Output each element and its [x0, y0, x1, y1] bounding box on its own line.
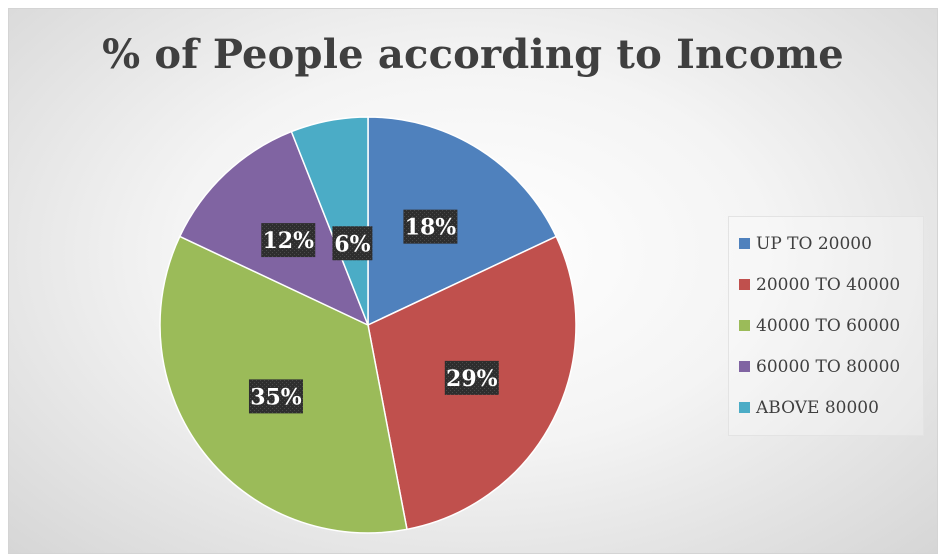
- legend-item-60000-to-80000: 60000 TO 80000: [739, 346, 923, 387]
- legend-label: 60000 TO 80000: [756, 356, 901, 377]
- legend-item-40000-to-60000: 40000 TO 60000: [739, 305, 923, 346]
- data-label: 18%: [403, 209, 458, 244]
- data-label: 29%: [444, 360, 499, 395]
- pie-data-labels: 18% 29% 35% 12% 6%: [248, 209, 499, 414]
- chart-legend: UP TO 20000 20000 TO 40000 40000 TO 6000…: [728, 216, 924, 436]
- data-label-text: 29%: [446, 366, 498, 392]
- data-label-text: 12%: [262, 228, 314, 254]
- pie-slice-above-80000: [290, 116, 369, 326]
- legend-label: 20000 TO 40000: [756, 274, 901, 295]
- legend-swatch: [739, 402, 750, 413]
- legend-swatch: [739, 361, 750, 372]
- pie-slice-up-to-20000: [367, 116, 558, 327]
- pie-slices: [159, 116, 577, 534]
- legend-swatch: [739, 238, 750, 249]
- data-label-text: 6%: [334, 231, 370, 257]
- legend-label: ABOVE 80000: [756, 397, 879, 418]
- legend-item-20000-to-40000: 20000 TO 40000: [739, 264, 923, 305]
- legend-item-up-to-20000: UP TO 20000: [739, 223, 923, 264]
- legend-swatch: [739, 320, 750, 331]
- data-label: 12%: [261, 223, 316, 258]
- data-label-background: [444, 360, 499, 395]
- data-label: 6%: [332, 226, 373, 261]
- data-label: 35%: [248, 379, 303, 414]
- data-label-background: [403, 209, 458, 244]
- data-label-background: [248, 379, 303, 414]
- legend-label: 40000 TO 60000: [756, 315, 901, 336]
- legend-item-above-80000: ABOVE 80000: [739, 387, 923, 428]
- legend-swatch: [739, 279, 750, 290]
- data-label-background: [261, 223, 316, 258]
- chart-title: % of People according to Income: [102, 31, 844, 78]
- data-label-background: [332, 226, 373, 261]
- data-label-text: 18%: [405, 215, 457, 241]
- data-label-text: 35%: [250, 384, 302, 410]
- legend-label: UP TO 20000: [756, 233, 872, 254]
